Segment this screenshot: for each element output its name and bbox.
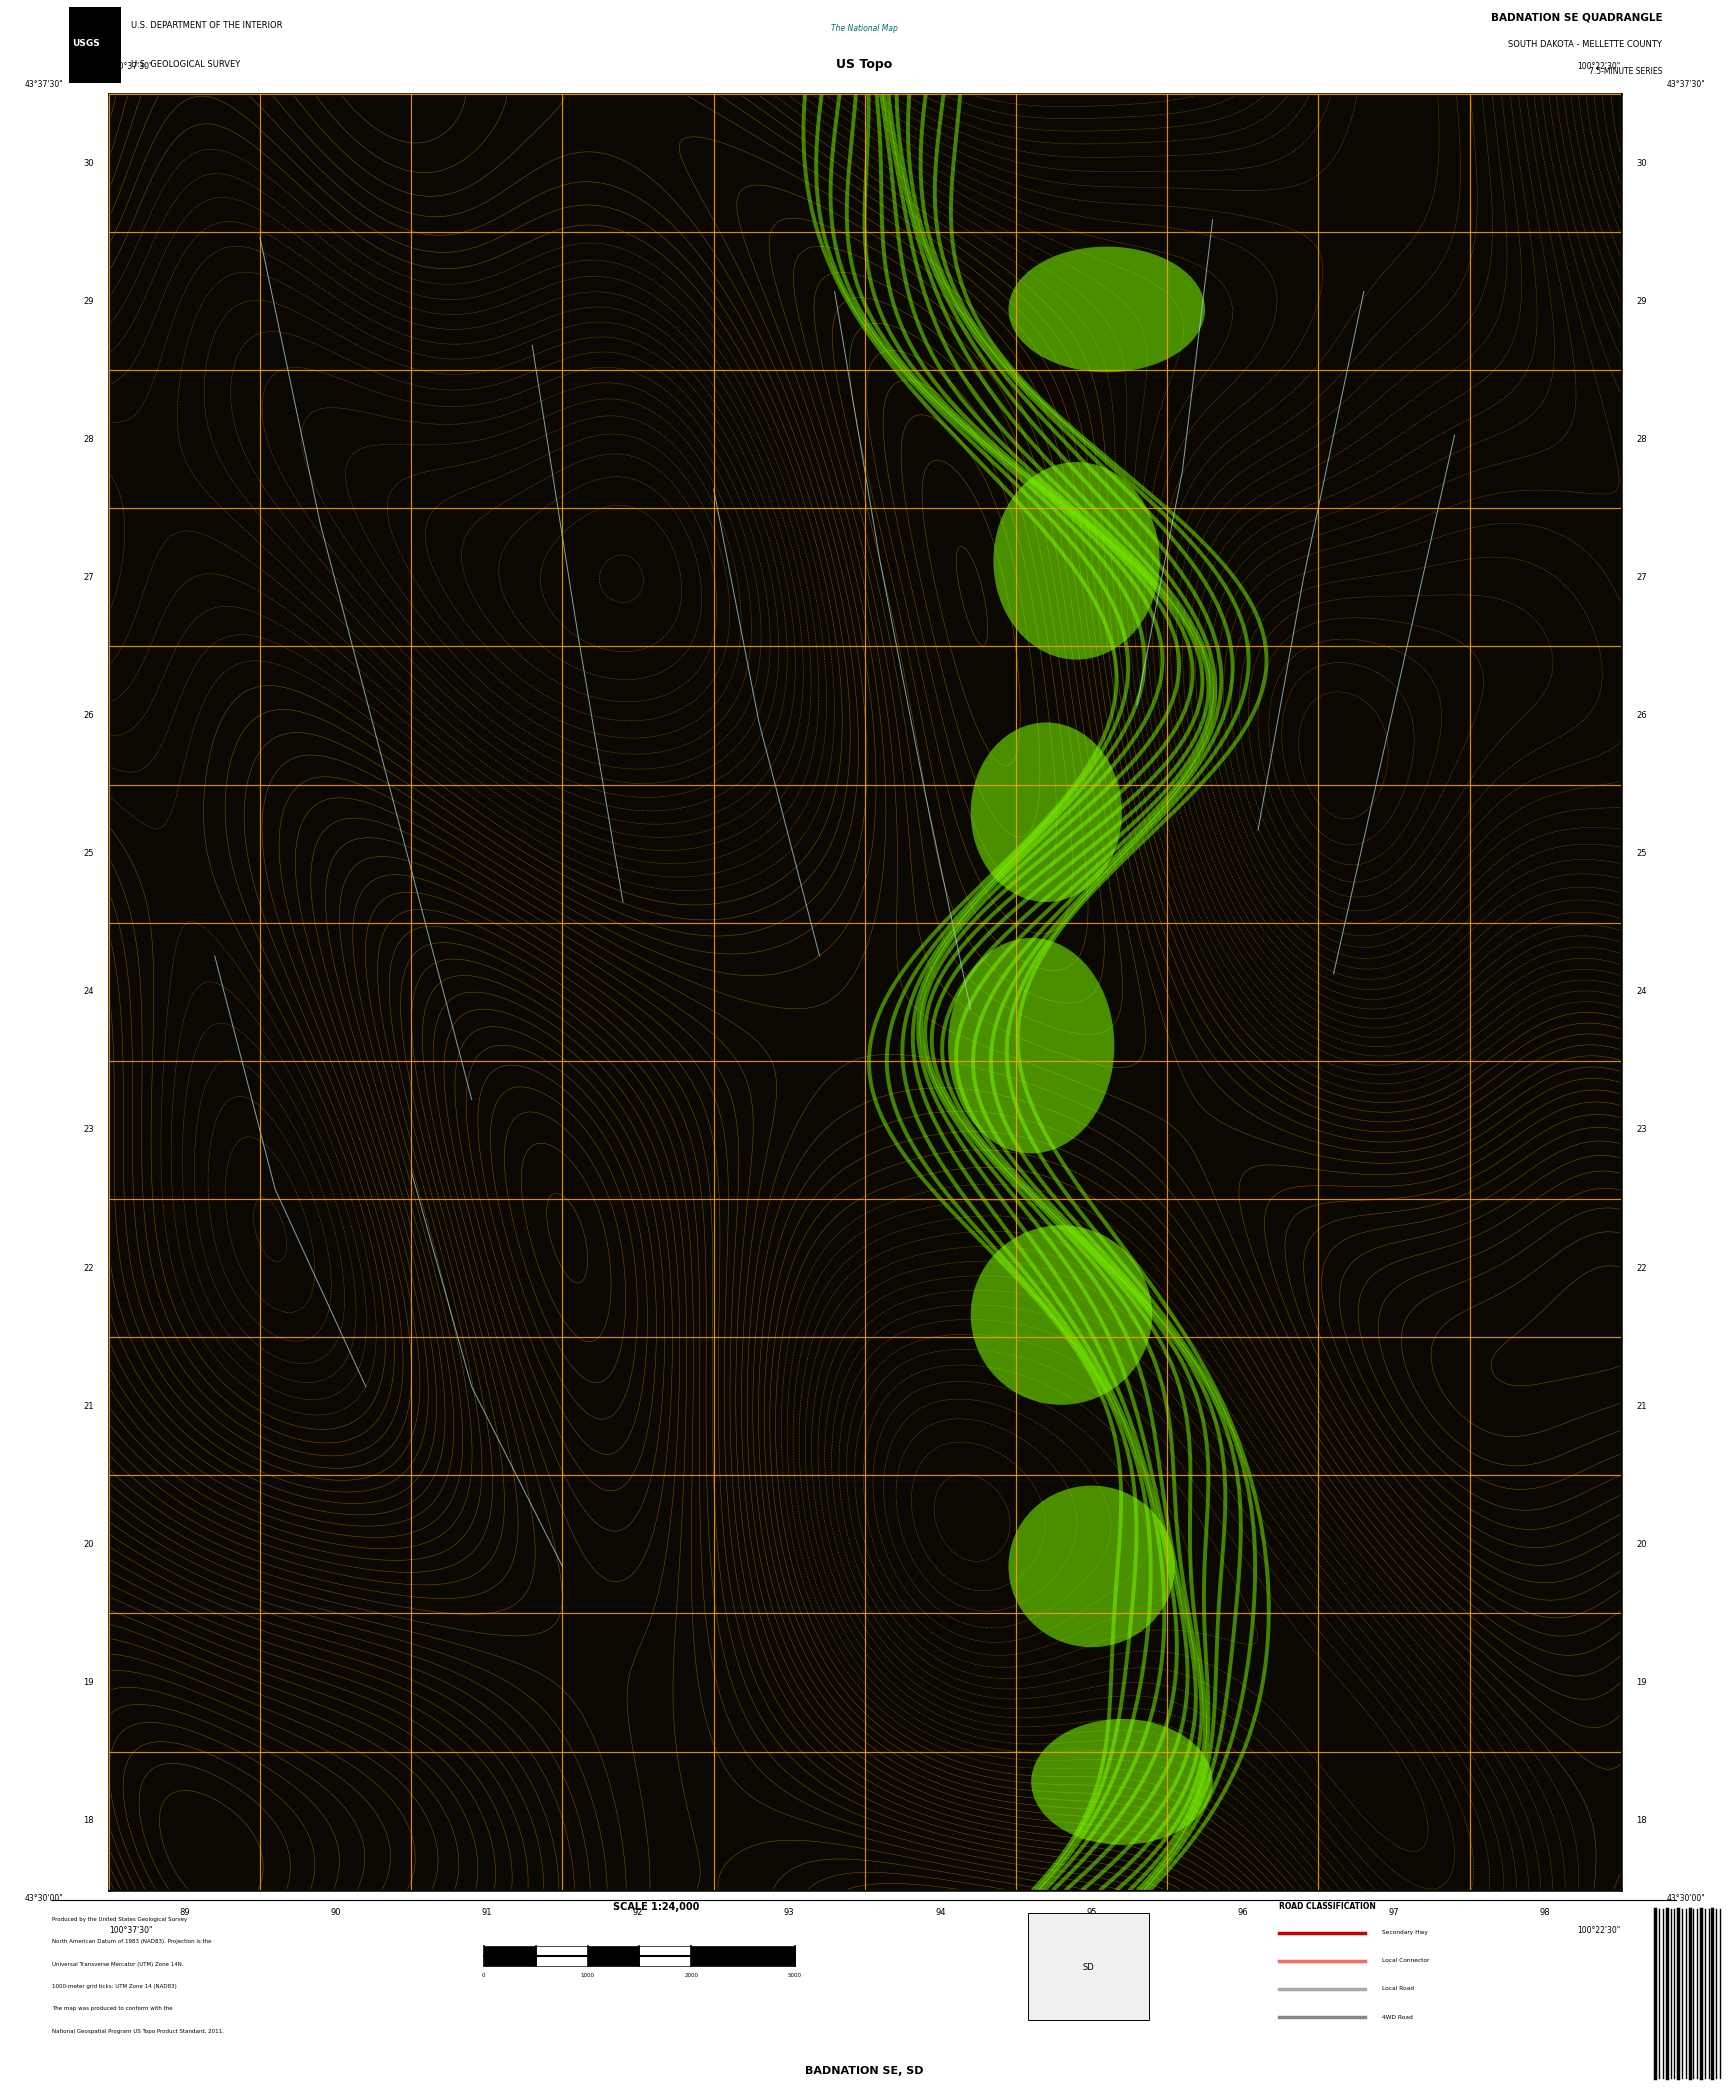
- Ellipse shape: [1032, 1718, 1213, 1846]
- Text: 21: 21: [83, 1401, 93, 1411]
- Text: 7.5-MINUTE SERIES: 7.5-MINUTE SERIES: [1590, 67, 1662, 77]
- Text: 1000: 1000: [581, 1973, 594, 1979]
- Text: 29: 29: [83, 296, 93, 305]
- Text: Produced by the United States Geological Survey: Produced by the United States Geological…: [52, 1917, 187, 1923]
- Text: 90: 90: [330, 1908, 340, 1917]
- Text: Universal Transverse Mercator (UTM) Zone 14N.: Universal Transverse Mercator (UTM) Zone…: [52, 1963, 183, 1967]
- Text: U.S. GEOLOGICAL SURVEY: U.S. GEOLOGICAL SURVEY: [131, 61, 240, 69]
- Text: 28: 28: [83, 434, 93, 445]
- Text: SCALE 1:24,000: SCALE 1:24,000: [613, 1902, 700, 1913]
- Text: 28: 28: [1636, 434, 1647, 445]
- Text: 100°22'30": 100°22'30": [1578, 1925, 1621, 1936]
- Text: 20: 20: [1636, 1539, 1647, 1549]
- Text: The map was produced to conform with the: The map was produced to conform with the: [52, 2007, 173, 2011]
- Ellipse shape: [971, 1226, 1153, 1405]
- Text: U.S. DEPARTMENT OF THE INTERIOR: U.S. DEPARTMENT OF THE INTERIOR: [131, 21, 283, 29]
- Text: Secondary Hwy: Secondary Hwy: [1382, 1929, 1429, 1936]
- Text: 100°37'30": 100°37'30": [109, 63, 152, 71]
- Text: The National Map: The National Map: [831, 25, 897, 33]
- Text: BADNATION SE QUADRANGLE: BADNATION SE QUADRANGLE: [1491, 13, 1662, 23]
- Text: 19: 19: [83, 1679, 93, 1687]
- Text: 18: 18: [83, 1817, 93, 1825]
- Text: 100°37'30": 100°37'30": [109, 1925, 152, 1936]
- Bar: [639, 1946, 691, 1965]
- Text: 23: 23: [83, 1125, 93, 1134]
- Text: Local Connector: Local Connector: [1382, 1959, 1429, 1963]
- Text: SD: SD: [1083, 1963, 1094, 1971]
- Text: 2000: 2000: [684, 1973, 698, 1979]
- Text: Local Road: Local Road: [1382, 1986, 1415, 1992]
- Text: 24: 24: [83, 988, 93, 996]
- Text: North American Datum of 1983 (NAD83). Projection is the: North American Datum of 1983 (NAD83). Pr…: [52, 1940, 211, 1944]
- Text: 92: 92: [632, 1908, 643, 1917]
- Text: 30: 30: [1636, 159, 1647, 167]
- Text: 25: 25: [1636, 850, 1647, 858]
- Text: 5000: 5000: [788, 1973, 802, 1979]
- Text: 20: 20: [83, 1539, 93, 1549]
- Text: 4WD Road: 4WD Road: [1382, 2015, 1414, 2019]
- Text: 91: 91: [482, 1908, 492, 1917]
- Text: 96: 96: [1237, 1908, 1248, 1917]
- Bar: [588, 1946, 639, 1965]
- Text: 27: 27: [83, 572, 93, 583]
- Bar: [484, 1946, 536, 1965]
- Text: National Geospatial Program US Topo Product Standard, 2011.: National Geospatial Program US Topo Prod…: [52, 2030, 223, 2034]
- Ellipse shape: [949, 938, 1115, 1153]
- Text: 19: 19: [1636, 1679, 1647, 1687]
- Text: 97: 97: [1389, 1908, 1400, 1917]
- Text: 1000-meter grid ticks: UTM Zone 14 (NAD83): 1000-meter grid ticks: UTM Zone 14 (NAD8…: [52, 1984, 176, 1990]
- Text: 95: 95: [1087, 1908, 1097, 1917]
- Text: US Topo: US Topo: [836, 58, 892, 71]
- Bar: [691, 1946, 795, 1965]
- Text: 25: 25: [83, 850, 93, 858]
- Text: SOUTH DAKOTA - MELLETTE COUNTY: SOUTH DAKOTA - MELLETTE COUNTY: [1509, 40, 1662, 50]
- Text: 18: 18: [1636, 1817, 1647, 1825]
- Text: 100°22'30": 100°22'30": [1578, 63, 1621, 71]
- Text: 0: 0: [482, 1973, 486, 1979]
- Text: 30: 30: [83, 159, 93, 167]
- Text: 29: 29: [1636, 296, 1647, 305]
- Text: 24: 24: [1636, 988, 1647, 996]
- Text: USGS: USGS: [73, 38, 100, 48]
- Text: 26: 26: [83, 712, 93, 720]
- Text: 22: 22: [1636, 1263, 1647, 1272]
- Bar: [1028, 1913, 1149, 2019]
- Text: 89: 89: [180, 1908, 190, 1917]
- Text: 27: 27: [1636, 572, 1647, 583]
- Text: ROAD CLASSIFICATION: ROAD CLASSIFICATION: [1279, 1902, 1375, 1911]
- Text: 23: 23: [1636, 1125, 1647, 1134]
- Text: 22: 22: [83, 1263, 93, 1272]
- Bar: [536, 1946, 588, 1965]
- Text: 98: 98: [1540, 1908, 1550, 1917]
- Ellipse shape: [971, 722, 1121, 902]
- Ellipse shape: [994, 461, 1159, 660]
- Ellipse shape: [1009, 1487, 1175, 1647]
- Text: 21: 21: [1636, 1401, 1647, 1411]
- Text: 93: 93: [785, 1908, 795, 1917]
- Ellipse shape: [1009, 246, 1204, 372]
- Text: 26: 26: [1636, 712, 1647, 720]
- Bar: [69, 6, 121, 84]
- Text: 43°37'30": 43°37'30": [1666, 81, 1706, 90]
- Text: 94: 94: [935, 1908, 945, 1917]
- Text: 43°37'30": 43°37'30": [24, 81, 64, 90]
- Text: BADNATION SE, SD: BADNATION SE, SD: [805, 2067, 923, 2075]
- Text: 43°30'00": 43°30'00": [24, 1894, 64, 1902]
- Text: 43°30'00": 43°30'00": [1666, 1894, 1706, 1902]
